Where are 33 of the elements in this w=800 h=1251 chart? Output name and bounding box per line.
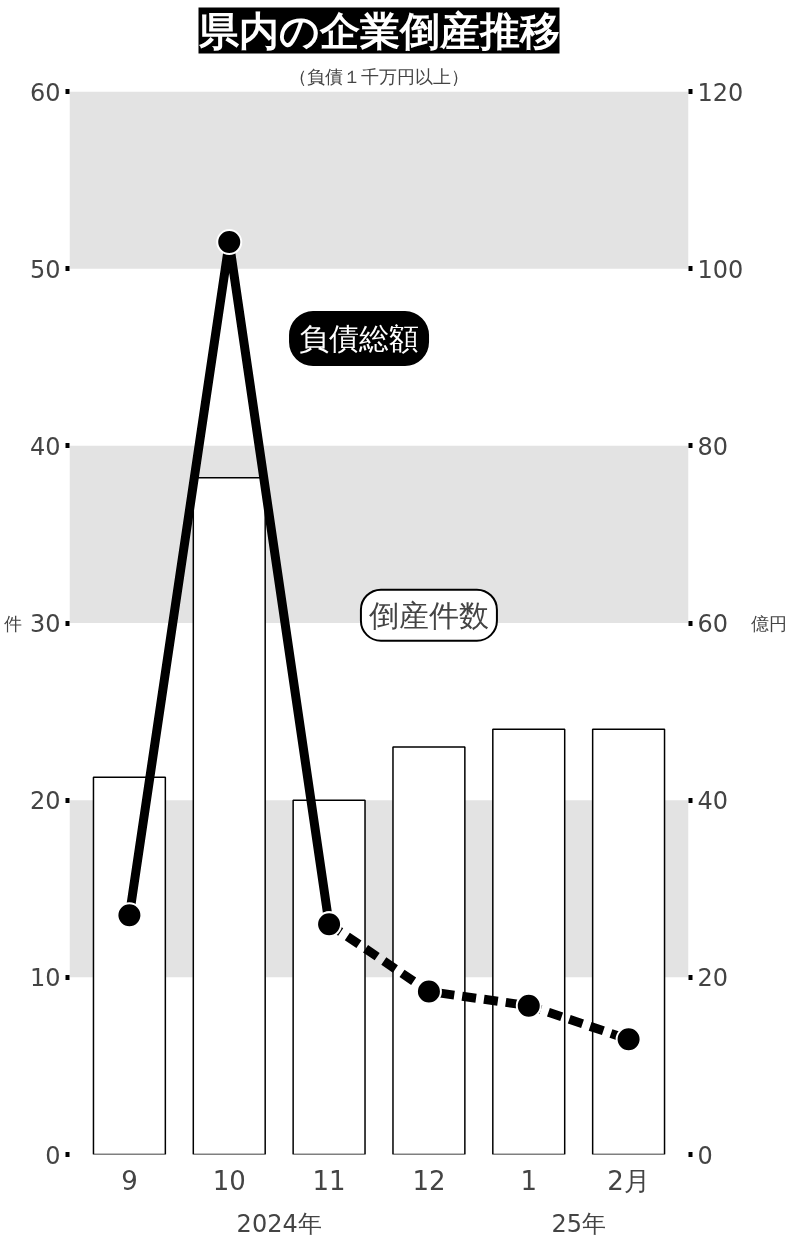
x-tick-label: 9 xyxy=(121,1165,138,1196)
x-tick-label: 11 xyxy=(312,1165,346,1196)
y-tick-label: 40 xyxy=(29,432,61,461)
y-tick-label: 30 xyxy=(29,610,61,638)
y-tick-label: 60 xyxy=(29,78,61,107)
series-label: 負債総額 xyxy=(299,321,420,357)
y2-tick-label: 120 xyxy=(697,78,744,107)
y2-axis-title: 億円 xyxy=(751,612,788,634)
point xyxy=(615,1026,642,1053)
y2-tick-label: 0 xyxy=(697,1141,713,1170)
y2-tick-label: 80 xyxy=(697,432,729,461)
text: 倒産件数 xyxy=(368,597,489,633)
y-tick-label: 50 xyxy=(29,255,61,284)
x-tick-label: 12 xyxy=(412,1165,446,1196)
point xyxy=(515,992,542,1019)
text: 25年 xyxy=(551,1209,606,1238)
point xyxy=(415,978,442,1005)
point xyxy=(116,902,143,929)
x-tick-label: 1 xyxy=(520,1165,538,1196)
y2-tick-label: 40 xyxy=(697,787,729,816)
y-tick-label: 20 xyxy=(29,787,61,816)
text: 2024年 xyxy=(236,1209,322,1238)
y2-tick-label: 100 xyxy=(697,255,744,284)
x-tick-label: 10 xyxy=(212,1165,246,1196)
y2-tick-label: 20 xyxy=(697,964,729,993)
x-tick-label: 2月 xyxy=(607,1165,650,1196)
y-axis-title: 件 xyxy=(3,612,22,634)
y-tick-label: 10 xyxy=(29,964,61,993)
y-tick-label: 0 xyxy=(45,1141,61,1170)
chart-title: 県内の企業倒産推移 xyxy=(197,7,560,54)
point xyxy=(216,229,243,256)
chart-subtitle: （負債１千万円以上） xyxy=(289,65,469,87)
y2-tick-label: 60 xyxy=(697,610,729,638)
